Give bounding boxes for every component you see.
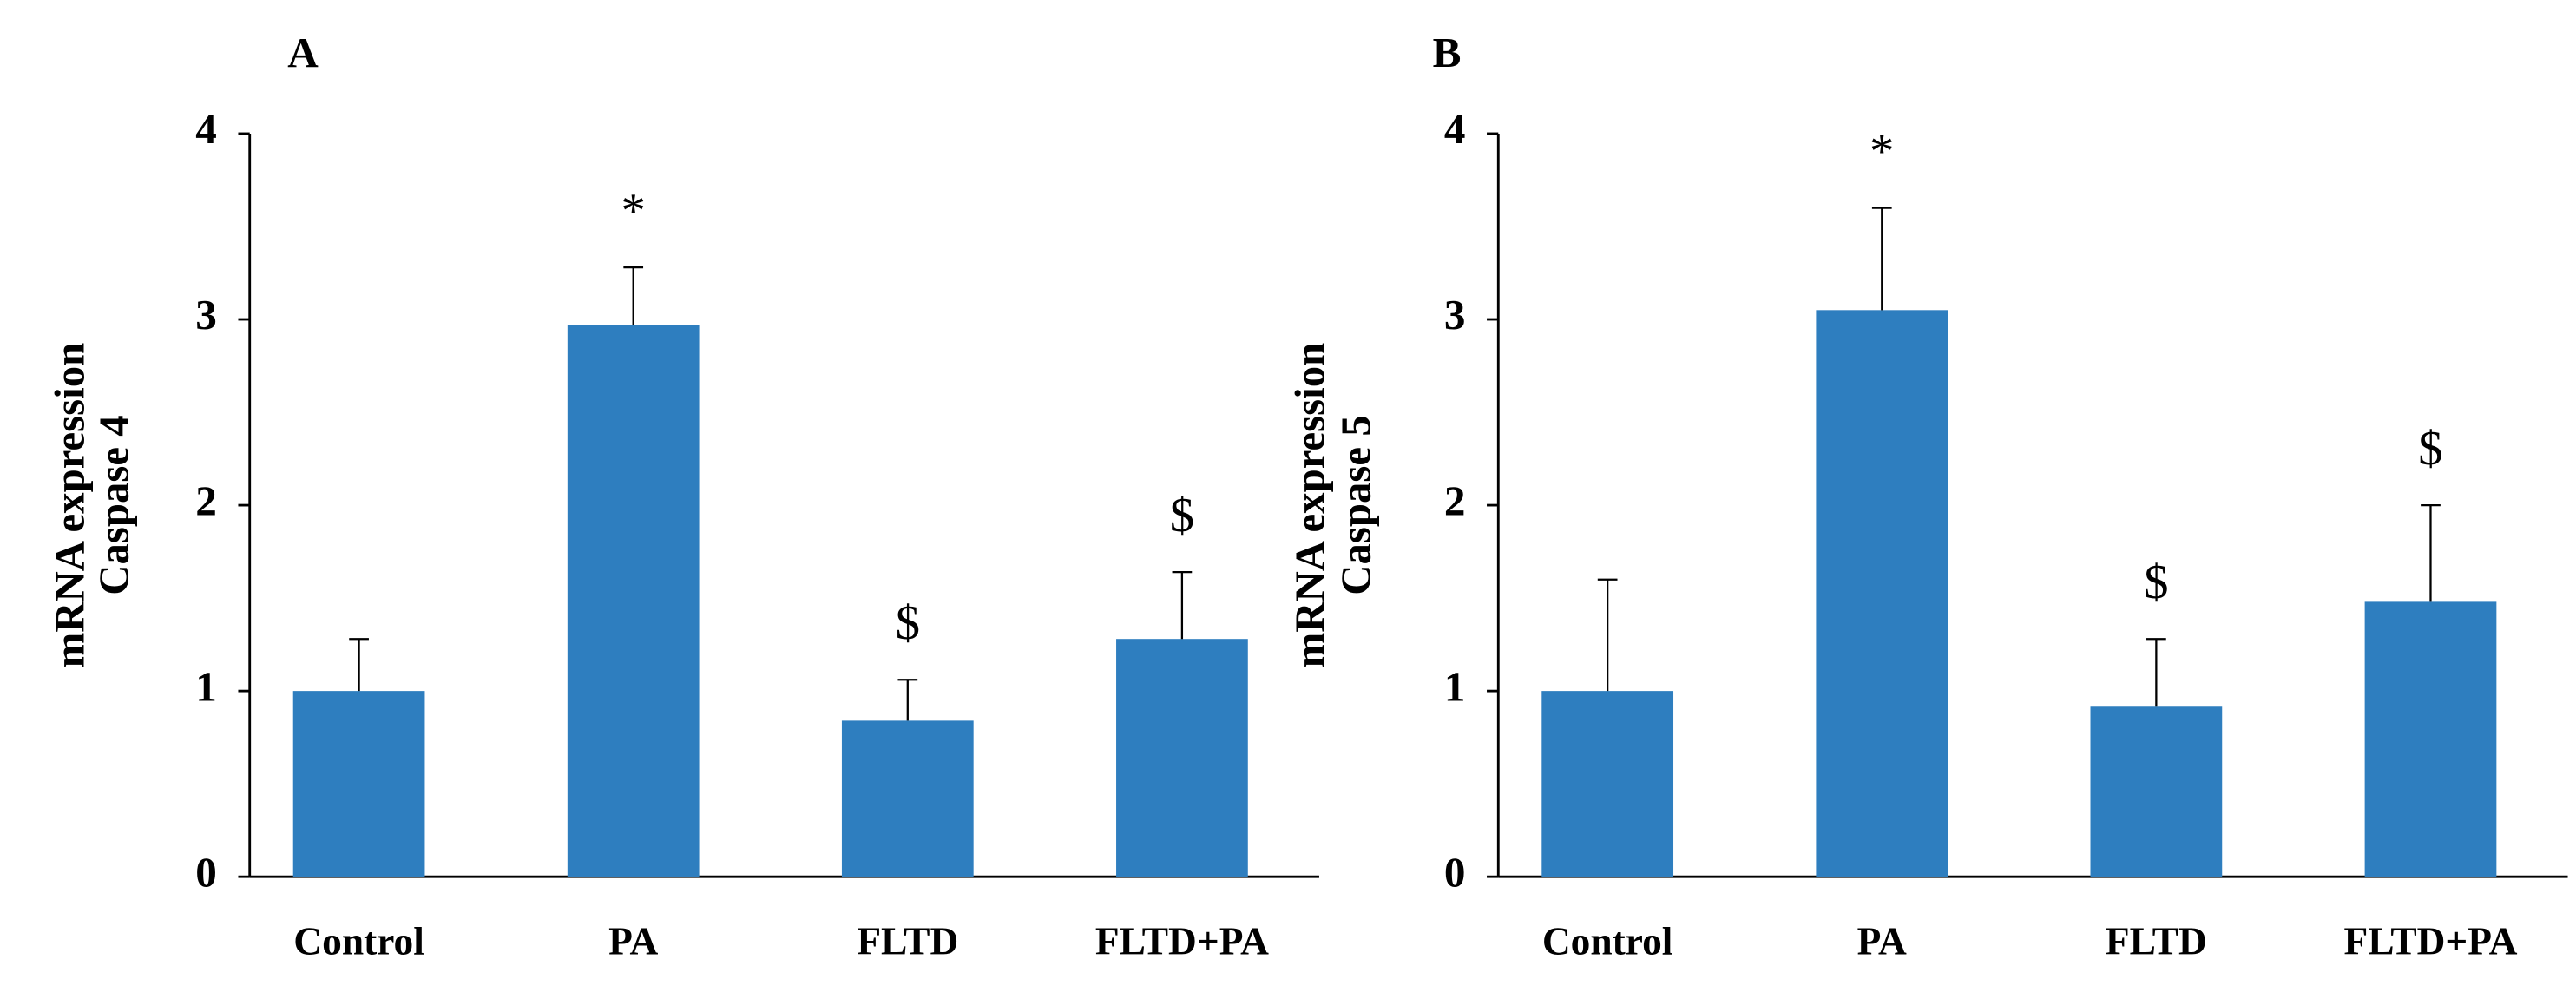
annotation: $ — [1170, 489, 1194, 542]
y-tick-label: 0 — [1444, 849, 1466, 897]
y-axis-label: Caspase 5 — [1331, 415, 1379, 595]
y-tick-label: 3 — [1444, 291, 1466, 338]
x-tick-label: FLTD+PA — [2343, 920, 2517, 963]
y-tick-label: 2 — [195, 476, 217, 524]
y-tick-label: 1 — [1444, 663, 1466, 711]
panel-label: B — [1433, 29, 1462, 76]
y-tick-label: 1 — [195, 663, 217, 711]
bar — [292, 691, 425, 877]
y-axis-label: Caspase 4 — [89, 415, 137, 595]
error-bar — [1172, 571, 1193, 640]
bar — [841, 720, 974, 877]
bar — [2364, 601, 2497, 877]
error-bar — [623, 266, 644, 325]
bar — [1541, 691, 1674, 877]
error-bar — [1597, 578, 1618, 692]
bar — [2090, 706, 2223, 877]
annotation: * — [621, 184, 645, 238]
y-axis-label: mRNA expression — [1285, 343, 1333, 668]
error-bar — [349, 638, 369, 692]
y-tick-label: 3 — [195, 291, 217, 338]
x-tick-label: FLTD+PA — [1095, 920, 1269, 963]
x-tick-label: PA — [1857, 920, 1908, 963]
x-tick-label: FLTD — [857, 920, 958, 963]
error-bar — [2421, 503, 2441, 602]
x-tick-label: Control — [1542, 920, 1673, 963]
bar — [1816, 310, 1948, 877]
panel-label: A — [287, 29, 319, 76]
y-tick-label: 0 — [195, 849, 217, 897]
bar — [567, 325, 700, 877]
error-bar — [1871, 207, 1892, 311]
error-bar — [2146, 638, 2166, 707]
error-bar — [897, 679, 918, 721]
x-tick-label: PA — [608, 920, 659, 963]
y-tick-label: 2 — [1444, 476, 1466, 524]
y-axis-label: mRNA expression — [45, 343, 93, 668]
annotation: $ — [2144, 555, 2168, 609]
annotation: * — [1870, 125, 1894, 179]
x-tick-label: Control — [293, 920, 424, 963]
annotation: $ — [2418, 422, 2442, 476]
annotation: $ — [896, 596, 920, 650]
x-tick-label: FLTD — [2106, 920, 2207, 963]
bar — [1116, 639, 1248, 877]
y-tick-label: 4 — [195, 105, 217, 153]
y-tick-label: 4 — [1444, 105, 1466, 153]
